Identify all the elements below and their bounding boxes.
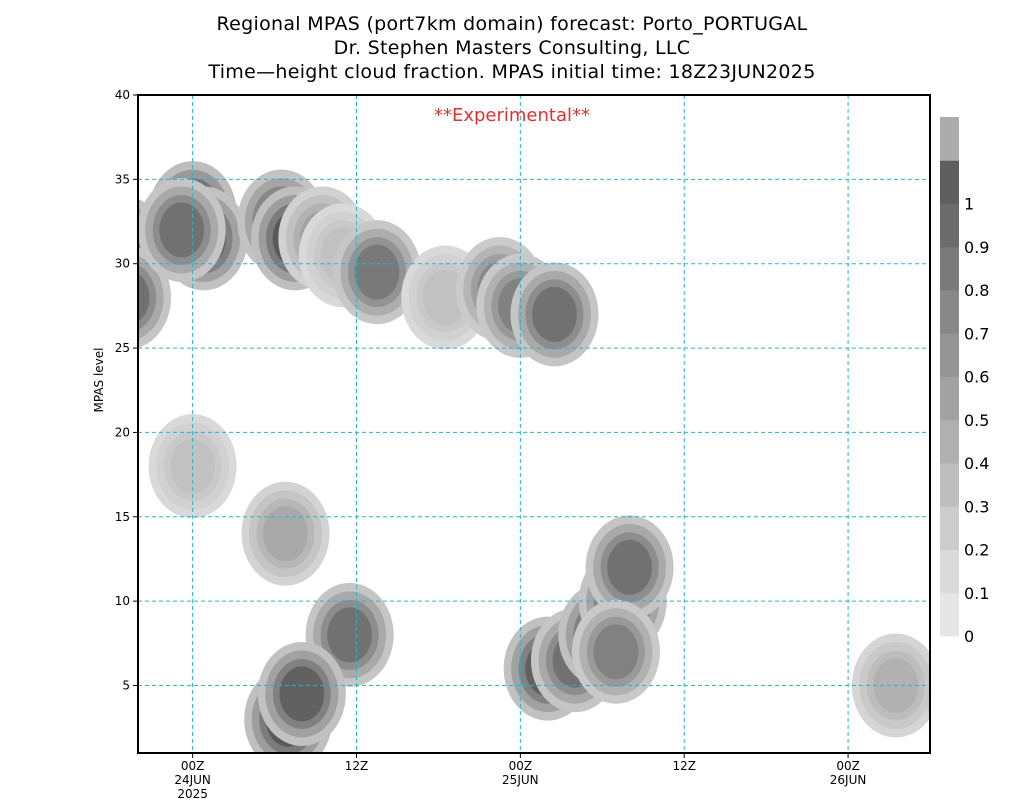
grid-lines [138, 95, 930, 753]
experimental-annotation: **Experimental** [434, 105, 590, 126]
cloud-cell [257, 641, 346, 746]
cloud-cell-shade [593, 624, 639, 680]
colorbar-segment [940, 160, 959, 204]
y-tick-label: 20 [115, 425, 130, 439]
colorbar: 0 0.1 0.2 0.3 0.4 0.5 0.6 0.7 0.8 0.9 1 [940, 117, 989, 646]
y-tick-label: 5 [122, 679, 130, 693]
colorbar-label: 0.2 [964, 541, 989, 560]
colorbar-segment [940, 419, 959, 464]
x-tick-label: 00Z [836, 759, 860, 773]
colorbar-label: 0.4 [964, 454, 989, 473]
cloud-cell-shade [1017, 194, 1024, 249]
cloud-cell-shade [607, 539, 652, 595]
cloud-cell-shade [138, 273, 150, 322]
cloud-cell [571, 599, 660, 704]
colorbar-segment [940, 117, 959, 161]
plot-frame [137, 94, 931, 754]
chart-title-line-3: Time—height cloud fraction. MPAS initial… [208, 61, 816, 83]
colorbar-label: 0.6 [964, 368, 989, 387]
x-tick-date-label: 2025 [177, 787, 208, 800]
y-tick-label: 30 [115, 257, 130, 271]
colorbar-label: 0.9 [964, 238, 989, 257]
cloud-cell-shade [279, 666, 325, 722]
cloud-cell [510, 262, 599, 367]
colorbar-label: 0.1 [964, 584, 989, 603]
x-tick-label: 00Z [509, 759, 533, 773]
colorbar-label: 1 [964, 195, 974, 214]
cloud-cell-shade [995, 170, 1024, 274]
cloud-cell-shade [1003, 178, 1024, 265]
y-tick-label: 10 [115, 594, 130, 608]
colorbar-segment [940, 506, 959, 550]
cloud-cell-shade [532, 286, 577, 342]
colorbar-label: 0.3 [964, 497, 989, 516]
y-tick-label: 35 [115, 172, 130, 186]
x-tick-date-label: 25JUN [502, 773, 539, 787]
y-tick-label: 40 [115, 88, 130, 102]
x-tick-label: 00Z [181, 759, 205, 773]
cloud-fraction-cells [138, 161, 1024, 753]
cloud-cell [138, 177, 226, 282]
cloud-cell [585, 515, 674, 620]
colorbar-label: 0 [964, 627, 974, 646]
colorbar-label: 0.8 [964, 281, 989, 300]
y-axis-label: MPAS level [92, 348, 106, 413]
cloud-cell-shade [354, 244, 400, 300]
cloud-cell-shade [159, 202, 205, 258]
colorbar-segment [940, 203, 959, 248]
colorbar-segment [940, 549, 959, 594]
cloud-cell-shade [949, 675, 994, 730]
cloud-cell-shade [934, 659, 1007, 746]
colorbar-label: 0.5 [964, 411, 989, 430]
colorbar-label: 0.7 [964, 324, 989, 343]
chart-title-line-2: Dr. Stephen Masters Consulting, LLC [333, 37, 691, 59]
colorbar-segment [940, 290, 959, 334]
colorbar-segment [940, 333, 959, 377]
cloud-cell [926, 659, 1007, 746]
cloud-cell-shade [926, 683, 930, 722]
cloud-cell-shade [1010, 187, 1024, 257]
x-tick-label: 12Z [672, 759, 696, 773]
cloud-cell [241, 481, 330, 586]
x-tick-label: 12Z [345, 759, 369, 773]
chart-title-line-1: Regional MPAS (port7km domain) forecast:… [216, 13, 808, 35]
colorbar-segment [940, 463, 959, 507]
colorbar-segment [940, 246, 959, 291]
y-tick-label: 25 [115, 341, 130, 355]
cloud-cell-shade [942, 667, 1000, 737]
y-axis-ticks: 5 10 15 20 25 30 35 40 [115, 88, 138, 693]
x-tick-date-label: 24JUN [174, 773, 211, 787]
colorbar-segment [940, 592, 959, 637]
cloud-cell-shade [327, 607, 373, 663]
cloud-cell [332, 220, 421, 325]
colorbar-segment [940, 376, 959, 421]
cloud-cell-shade [263, 506, 308, 562]
y-tick-label: 15 [115, 510, 130, 524]
cloud-cell [995, 170, 1024, 274]
x-tick-date-label: 26JUN [830, 773, 867, 787]
